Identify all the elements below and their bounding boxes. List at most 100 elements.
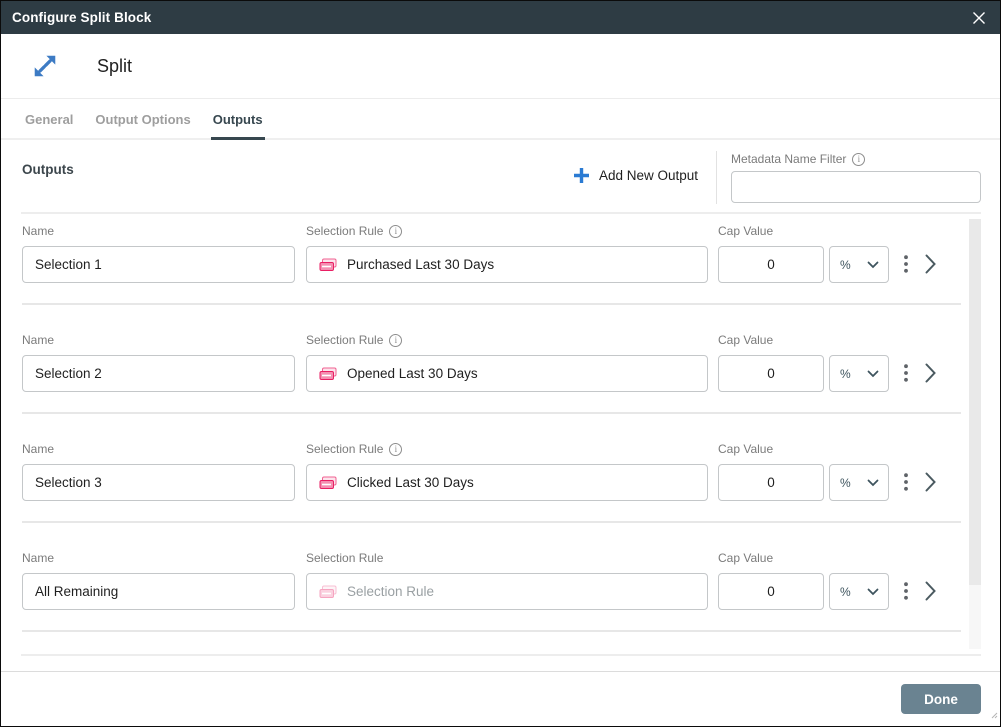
outputs-heading: Outputs bbox=[22, 162, 74, 177]
output-name-input[interactable] bbox=[22, 573, 295, 610]
close-icon[interactable] bbox=[972, 11, 986, 25]
output-row: Name Selection Rule i Clicked Last 30 Da… bbox=[22, 414, 961, 523]
dialog-titlebar: Configure Split Block bbox=[1, 1, 1000, 34]
chevron-down-icon bbox=[867, 588, 879, 596]
kebab-menu-icon[interactable] bbox=[904, 255, 908, 273]
name-label: Name bbox=[22, 551, 55, 565]
selection-rule-picker[interactable]: Opened Last 30 Days bbox=[306, 355, 708, 392]
cap-value-field: Cap Value bbox=[718, 551, 824, 610]
row-actions bbox=[904, 472, 936, 492]
output-name-field: Name bbox=[22, 333, 295, 392]
selection-rule-info-icon[interactable]: i bbox=[389, 224, 403, 238]
expand-arrows-icon bbox=[31, 52, 59, 80]
resize-handle-icon[interactable] bbox=[990, 706, 998, 724]
info-icon[interactable]: i bbox=[852, 152, 866, 166]
selection-rule-label: Selection Rule i bbox=[306, 224, 708, 238]
chevron-down-icon bbox=[867, 370, 879, 378]
selection-rule-picker[interactable]: Clicked Last 30 Days bbox=[306, 464, 708, 501]
tab-panel-outputs: Outputs Add New Output Metadata Name Fil… bbox=[1, 140, 1000, 658]
chevron-right-icon[interactable] bbox=[925, 254, 936, 274]
selection-rule-value: Purchased Last 30 Days bbox=[347, 257, 495, 272]
metadata-filter-label: Metadata Name Filter i bbox=[731, 152, 981, 166]
tab-general[interactable]: General bbox=[25, 112, 74, 127]
selection-rule-picker[interactable]: Purchased Last 30 Days bbox=[306, 246, 708, 283]
kebab-menu-icon[interactable] bbox=[904, 582, 908, 600]
selection-rule-field: Selection Rule i Opened Last 30 Days bbox=[306, 333, 708, 392]
row-actions bbox=[904, 363, 936, 383]
selection-rule-cards-icon bbox=[319, 476, 337, 490]
selection-rule-info-icon[interactable]: i bbox=[389, 333, 403, 347]
add-new-output-label: Add New Output bbox=[598, 168, 698, 183]
selection-rule-label: Selection Rule i bbox=[306, 333, 708, 347]
cap-value-label: Cap Value bbox=[718, 442, 774, 456]
name-label: Name bbox=[22, 442, 55, 456]
cap-unit-select[interactable]: % bbox=[829, 246, 889, 283]
cap-value-input[interactable] bbox=[718, 573, 824, 610]
chevron-right-icon[interactable] bbox=[925, 472, 936, 492]
selection-rule-field: Selection Rule i Purchased Last 30 Days bbox=[306, 224, 708, 283]
add-new-output-button[interactable]: Add New Output bbox=[573, 167, 698, 184]
selection-rule-value: Opened Last 30 Days bbox=[347, 366, 478, 381]
cap-unit-value: % bbox=[840, 584, 851, 599]
cap-unit-value: % bbox=[840, 475, 851, 490]
cap-unit-value: % bbox=[840, 257, 851, 272]
metadata-filter-field: Metadata Name Filter i bbox=[731, 152, 981, 203]
tab-output-options[interactable]: Output Options bbox=[95, 112, 191, 127]
selection-rule-cards-icon bbox=[319, 258, 337, 272]
cap-value-field: Cap Value bbox=[718, 442, 824, 501]
dialog-title: Configure Split Block bbox=[12, 10, 152, 25]
cap-value-label: Cap Value bbox=[718, 551, 774, 565]
cap-value-input[interactable] bbox=[718, 246, 824, 283]
selection-rule-field: Selection Rule i Selection Rule bbox=[306, 551, 708, 610]
outputs-section-header: Outputs Add New Output Metadata Name Fil… bbox=[22, 140, 981, 212]
output-name-input[interactable] bbox=[22, 464, 295, 501]
kebab-menu-icon[interactable] bbox=[904, 473, 908, 491]
cap-value-label: Cap Value bbox=[718, 333, 774, 347]
row-actions bbox=[904, 581, 936, 601]
output-name-field: Name bbox=[22, 551, 295, 610]
tab-outputs[interactable]: Outputs bbox=[210, 112, 265, 140]
cap-unit-field: % bbox=[829, 464, 889, 501]
scrollbar-thumb[interactable] bbox=[969, 219, 981, 585]
cap-unit-value: % bbox=[840, 366, 851, 381]
header-vertical-divider bbox=[716, 151, 717, 204]
output-rows: Name Selection Rule i Purchased Last 30 … bbox=[22, 214, 961, 632]
output-name-field: Name bbox=[22, 442, 295, 501]
cap-unit-select[interactable]: % bbox=[829, 355, 889, 392]
cap-unit-select[interactable]: % bbox=[829, 573, 889, 610]
block-header: Split bbox=[1, 34, 1000, 99]
output-name-field: Name bbox=[22, 224, 295, 283]
cap-unit-field: % bbox=[829, 573, 889, 610]
name-label: Name bbox=[22, 333, 55, 347]
block-title: Split bbox=[97, 55, 133, 76]
selection-rule-field: Selection Rule i Clicked Last 30 Days bbox=[306, 442, 708, 501]
output-row: Name Selection Rule i Opened Last 30 Day… bbox=[22, 305, 961, 414]
chevron-right-icon[interactable] bbox=[925, 363, 936, 383]
cap-unit-select[interactable]: % bbox=[829, 464, 889, 501]
cap-value-input[interactable] bbox=[718, 355, 824, 392]
vertical-scrollbar[interactable] bbox=[969, 219, 981, 649]
plus-icon bbox=[573, 167, 590, 184]
kebab-menu-icon[interactable] bbox=[904, 364, 908, 382]
cap-unit-field: % bbox=[829, 246, 889, 283]
chevron-right-icon[interactable] bbox=[925, 581, 936, 601]
name-label: Name bbox=[22, 224, 55, 238]
chevron-down-icon bbox=[867, 261, 879, 269]
selection-rule-info-icon[interactable]: i bbox=[389, 442, 403, 456]
output-name-input[interactable] bbox=[22, 355, 295, 392]
tab-bar: General Output Options Outputs bbox=[1, 99, 1000, 140]
done-button[interactable]: Done bbox=[901, 684, 981, 714]
cap-value-input[interactable] bbox=[718, 464, 824, 501]
outputs-list-viewport: Name Selection Rule i Purchased Last 30 … bbox=[21, 212, 981, 656]
cap-value-label: Cap Value bbox=[718, 224, 774, 238]
selection-rule-label: Selection Rule i bbox=[306, 442, 708, 456]
metadata-filter-input[interactable] bbox=[731, 171, 981, 203]
cap-value-field: Cap Value bbox=[718, 333, 824, 392]
selection-rule-value: Selection Rule bbox=[347, 584, 435, 599]
output-name-input[interactable] bbox=[22, 246, 295, 283]
selection-rule-picker[interactable]: Selection Rule bbox=[306, 573, 708, 610]
output-row: Name Selection Rule i Purchased Last 30 … bbox=[22, 214, 961, 305]
dialog-footer: Done bbox=[1, 671, 1000, 726]
output-row: Name Selection Rule i Selection Rule bbox=[22, 523, 961, 632]
